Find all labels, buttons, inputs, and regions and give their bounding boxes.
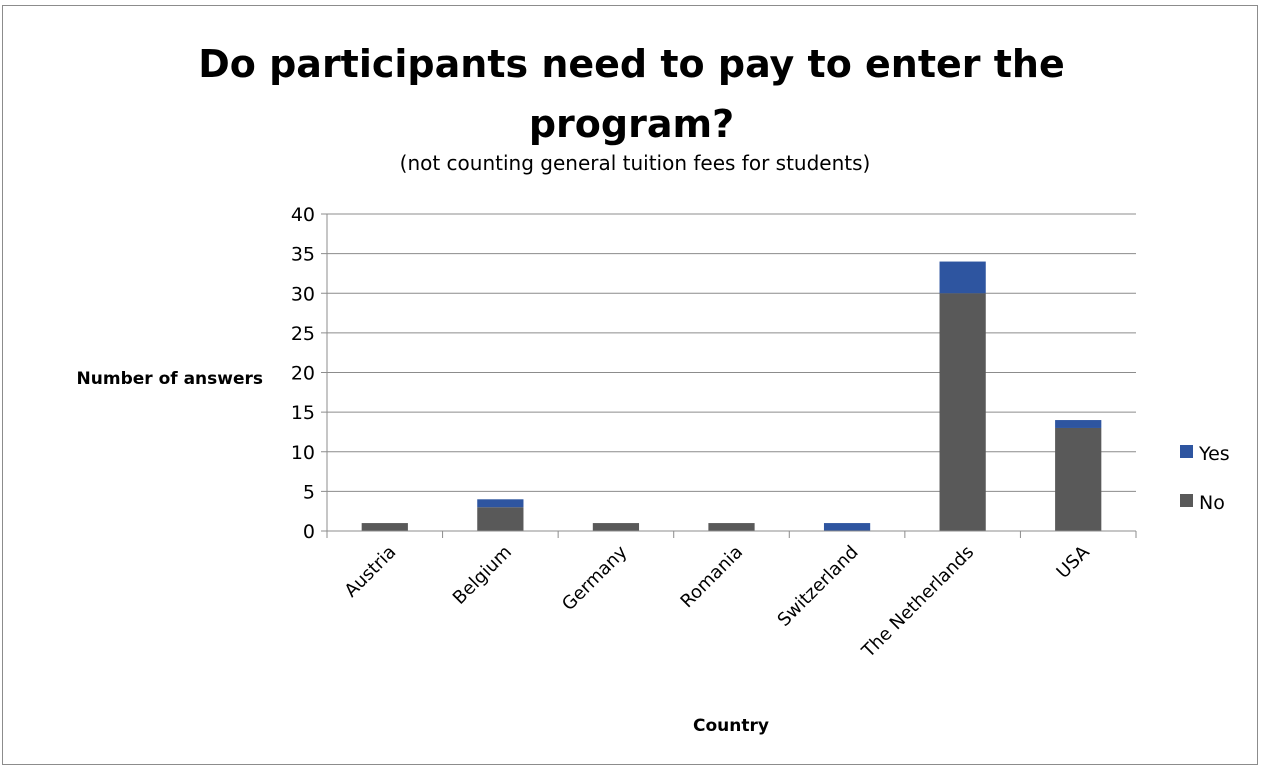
x-tick-label: Switzerland (774, 542, 863, 631)
gridlines (321, 213, 1136, 532)
bar-no-the-netherlands (939, 293, 986, 531)
legend: Yes No (1180, 443, 1230, 514)
x-tick-label: Belgium (449, 542, 516, 609)
legend-label-yes: Yes (1198, 443, 1230, 465)
bar-no-austria (361, 523, 408, 531)
bar-yes-usa (1055, 420, 1102, 428)
bar-no-belgium (477, 507, 524, 531)
x-tick-label: Austria (341, 542, 401, 602)
y-tick-labels: 0 5 10 15 20 25 30 35 40 (291, 204, 315, 543)
legend-swatch-yes (1180, 445, 1193, 458)
chart-subtitle: (not counting general tuition fees for s… (399, 151, 871, 175)
x-tick-label: The Netherlands (857, 542, 978, 663)
bar-yes-belgium (477, 499, 524, 508)
y-tick-label: 5 (303, 481, 315, 503)
bar-yes-the-netherlands (939, 261, 986, 294)
x-axis-title: Country (693, 716, 769, 736)
x-tick-label: Germany (558, 541, 632, 615)
y-tick-label: 20 (291, 363, 315, 385)
y-tick-label: 10 (291, 442, 315, 464)
legend-label-no: No (1199, 492, 1225, 514)
bars (361, 261, 1102, 531)
chart-title-line-1: Do participants need to pay to enter the (198, 42, 1065, 86)
chart-title: Do participants need to pay to enter the… (0, 34, 1263, 154)
x-tick-label: Romania (677, 542, 748, 613)
chart-frame (2, 5, 1258, 765)
y-tick-label: 15 (291, 402, 315, 424)
legend-swatch-no (1180, 494, 1193, 507)
y-tick-label: 30 (291, 283, 315, 305)
y-tick-label: 25 (291, 323, 315, 345)
bar-no-usa (1055, 427, 1102, 531)
x-tick-label: USA (1053, 541, 1095, 583)
y-tick-label: 40 (291, 204, 315, 226)
chart-title-line-2: program? (528, 102, 735, 146)
bar-no-romania (708, 523, 755, 531)
bar-yes-switzerland (823, 523, 871, 531)
x-tick-labels: Austria Belgium Germany Romania SwitzerlandT… (341, 541, 1095, 662)
y-axis-title: Number of answers (77, 369, 263, 389)
y-tick-label: 35 (291, 244, 315, 266)
bar-no-germany (592, 523, 640, 531)
y-tick-label: 0 (303, 521, 315, 543)
axes (326, 214, 1137, 538)
